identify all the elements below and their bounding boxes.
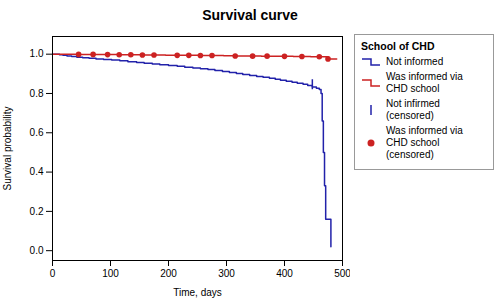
svg-text:100: 100 bbox=[102, 268, 119, 279]
svg-text:Time, days: Time, days bbox=[173, 287, 222, 298]
svg-text:300: 300 bbox=[218, 268, 235, 279]
svg-text:400: 400 bbox=[276, 268, 293, 279]
html-text:Survival curve: Survival curve bbox=[202, 7, 298, 23]
svg-text:500: 500 bbox=[334, 268, 350, 279]
svg-text:0.2: 0.2 bbox=[30, 206, 44, 217]
html-text:Not informed: Not informed bbox=[386, 56, 444, 67]
svg-text:0.6: 0.6 bbox=[30, 127, 44, 138]
html-text:Was informed via CHD school: Was informed via CHD school bbox=[386, 71, 463, 94]
svg-text:0: 0 bbox=[50, 268, 56, 279]
svg-text:0.4: 0.4 bbox=[30, 166, 44, 177]
svg-text:Survival probability: Survival probability bbox=[2, 107, 13, 191]
html-text:School of CHD: School of CHD bbox=[361, 40, 435, 52]
html-text:Was informed via CHD school (c: Was informed via CHD school (censored) bbox=[386, 125, 463, 160]
svg-text:0.8: 0.8 bbox=[30, 88, 44, 99]
svg-text:1.0: 1.0 bbox=[30, 48, 44, 59]
html-text:Not infirmed (censored): Not infirmed (censored) bbox=[386, 98, 440, 121]
svg-text:200: 200 bbox=[160, 268, 177, 279]
svg-text:0.0: 0.0 bbox=[30, 245, 44, 256]
